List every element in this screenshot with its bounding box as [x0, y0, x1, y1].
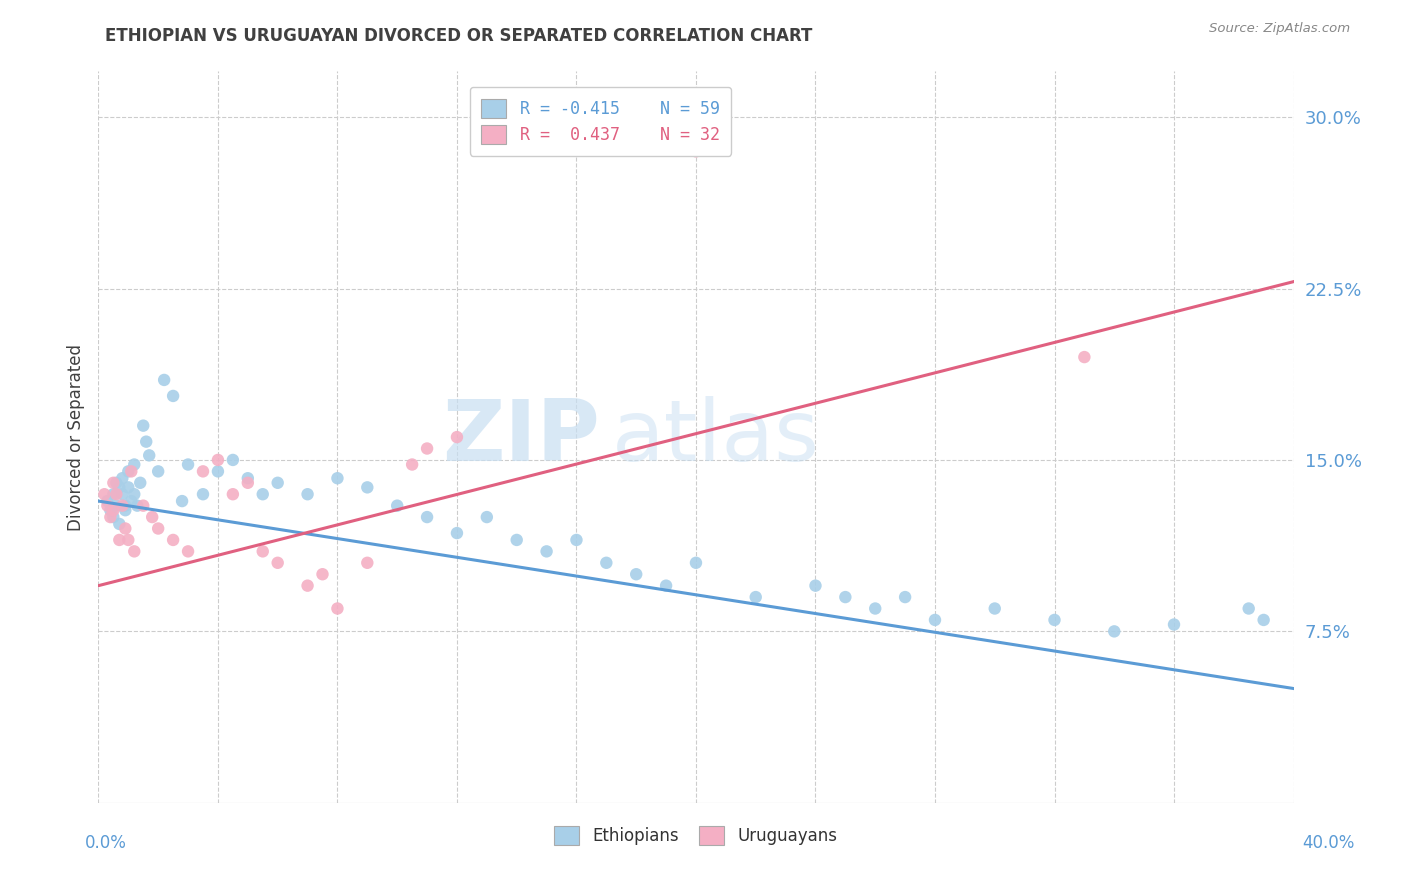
Point	[834, 590, 856, 604]
Point	[984, 601, 1007, 615]
Point	[311, 567, 333, 582]
Point	[1104, 624, 1126, 639]
Point	[153, 373, 176, 387]
Point	[356, 480, 378, 494]
Point	[103, 503, 125, 517]
Point	[148, 521, 170, 535]
Point	[506, 533, 529, 547]
Point	[98, 503, 122, 517]
Point	[326, 601, 349, 615]
Point	[475, 510, 498, 524]
Point	[595, 556, 617, 570]
Point	[108, 480, 131, 494]
Point	[865, 601, 887, 615]
Point	[924, 613, 946, 627]
Point	[105, 499, 128, 513]
Point	[117, 533, 139, 547]
Point	[655, 579, 678, 593]
Point	[172, 494, 194, 508]
Point	[117, 464, 139, 478]
Point	[96, 499, 118, 513]
Point	[124, 487, 146, 501]
Text: ETHIOPIAN VS URUGUAYAN DIVORCED OR SEPARATED CORRELATION CHART: ETHIOPIAN VS URUGUAYAN DIVORCED OR SEPAR…	[105, 27, 813, 45]
Point	[297, 579, 319, 593]
Point	[132, 418, 155, 433]
Point	[132, 499, 155, 513]
Text: atlas: atlas	[613, 395, 820, 479]
Point	[222, 453, 245, 467]
Point	[98, 510, 122, 524]
Point	[626, 567, 648, 582]
Point	[177, 458, 200, 472]
Point	[148, 464, 170, 478]
Point	[385, 499, 409, 513]
Point	[416, 442, 439, 456]
Point	[108, 533, 131, 547]
Text: 0.0%: 0.0%	[84, 834, 127, 852]
Text: 40.0%: 40.0%	[1302, 834, 1355, 852]
Point	[1073, 350, 1095, 364]
Point	[135, 434, 157, 449]
Point	[120, 494, 142, 508]
Point	[1163, 617, 1185, 632]
Point	[685, 145, 707, 159]
Point	[207, 464, 229, 478]
Point	[103, 487, 125, 501]
Legend: Ethiopians, Uruguayans: Ethiopians, Uruguayans	[543, 814, 849, 856]
Point	[267, 556, 290, 570]
Point	[236, 475, 259, 490]
Point	[536, 544, 558, 558]
Point	[96, 494, 118, 508]
Point	[1043, 613, 1066, 627]
Point	[222, 487, 245, 501]
Point	[129, 475, 152, 490]
Point	[111, 487, 134, 501]
Point	[124, 544, 146, 558]
Point	[111, 471, 134, 485]
Y-axis label: Divorced or Separated: Divorced or Separated	[66, 343, 84, 531]
Point	[114, 499, 136, 513]
Point	[138, 448, 160, 462]
Point	[162, 533, 184, 547]
Point	[236, 471, 259, 485]
Point	[1237, 601, 1260, 615]
Point	[401, 458, 423, 472]
Point	[356, 556, 378, 570]
Point	[103, 475, 125, 490]
Point	[894, 590, 917, 604]
Text: Source: ZipAtlas.com: Source: ZipAtlas.com	[1209, 22, 1350, 36]
Point	[103, 510, 125, 524]
Point	[105, 475, 128, 490]
Point	[111, 499, 134, 513]
Point	[297, 487, 319, 501]
Point	[93, 487, 115, 501]
Point	[114, 521, 136, 535]
Point	[1253, 613, 1275, 627]
Text: ZIP: ZIP	[443, 395, 600, 479]
Point	[127, 499, 149, 513]
Point	[207, 453, 229, 467]
Point	[120, 464, 142, 478]
Point	[685, 556, 707, 570]
Point	[177, 544, 200, 558]
Point	[565, 533, 588, 547]
Point	[252, 544, 274, 558]
Point	[162, 389, 184, 403]
Point	[141, 510, 163, 524]
Point	[446, 526, 468, 541]
Point	[191, 487, 214, 501]
Point	[804, 579, 827, 593]
Point	[416, 510, 439, 524]
Point	[108, 516, 131, 531]
Point	[105, 487, 128, 501]
Point	[745, 590, 768, 604]
Point	[326, 471, 349, 485]
Point	[117, 480, 139, 494]
Point	[114, 503, 136, 517]
Point	[191, 464, 214, 478]
Point	[446, 430, 468, 444]
Point	[267, 475, 290, 490]
Point	[124, 458, 146, 472]
Point	[252, 487, 274, 501]
